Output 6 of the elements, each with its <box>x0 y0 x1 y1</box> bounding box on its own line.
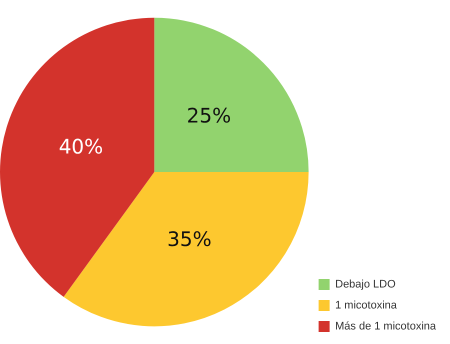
legend-label: Más de 1 micotoxina <box>335 320 437 333</box>
data-label: 35% <box>167 226 212 251</box>
legend-label: 1 micotoxina <box>335 300 398 312</box>
data-label: 25% <box>186 104 232 128</box>
data-label: 40% <box>58 134 104 158</box>
legend-label: Debajo LDO <box>335 278 396 291</box>
